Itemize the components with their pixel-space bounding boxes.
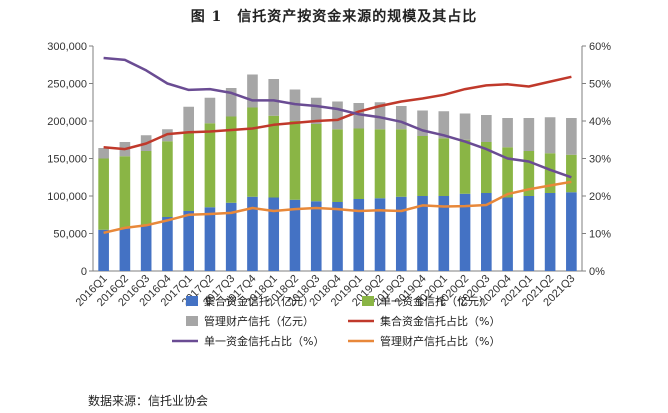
bar-single [374,129,386,199]
bar-collective [544,193,556,271]
chart: 0 50,000 100,000 150,000 200,000 250,000 300,0… [47,41,611,348]
bar-collective [481,193,492,271]
bar-property [438,111,450,139]
bar-property [183,106,194,133]
bar-single [544,153,556,193]
legend-swatch [362,296,374,306]
bar-single [119,156,131,228]
bar-collective [162,217,173,271]
line-collective-share [103,75,572,151]
bar-collective [119,227,131,271]
bar-collective [268,197,280,271]
lines [103,56,572,235]
bar-property [459,113,471,140]
bar-collective [332,202,343,271]
bar-collective [459,193,471,271]
bar-single [225,116,237,203]
bar-collective [98,229,109,271]
legend-swatch [186,296,198,306]
legend-label: 管理财产信托占比（%） [380,334,500,348]
tick-labels: 0 50,000 100,000 150,000 200,000 250,000 300,0… [47,41,611,309]
line-single-share [103,56,572,179]
bar-single [98,158,109,230]
legend: 集合资金信托（亿元） 单一资金信托（亿元） 管理财产信托（亿元） 集合资金信托占比（%… [172,294,500,348]
bar-single [438,138,450,196]
bar-property [247,74,258,108]
bar-property [98,148,109,159]
bar-collective [566,192,577,271]
bar-property [204,97,216,124]
legend-label: 单一资金信托（亿元） [380,294,490,308]
y-right-tick-label: 0% [589,266,605,278]
bar-property [310,97,322,124]
bar-collective [374,198,386,271]
y-left-tick-label: 250,000 [47,79,87,91]
bar-single [183,132,194,211]
bar-single [481,142,492,193]
y-right-tick-label: 50% [589,79,611,91]
bar-collective [225,202,237,271]
bar-property [225,88,237,117]
bar-property [502,118,513,148]
bar-single [523,151,535,196]
bar-single [459,139,471,194]
bar-property [268,79,280,116]
y-left-tick-label: 200,000 [47,116,87,128]
bar-collective [502,197,513,271]
bar-single [395,129,407,197]
bar-single [289,121,301,200]
bar-collective [353,199,365,271]
bar-property [395,106,407,130]
bar-single [310,124,322,202]
bar-collective [523,196,535,271]
bar-property [544,117,556,154]
bar-property [374,102,386,130]
bar-collective [204,207,216,271]
bar-single [417,136,428,196]
y-left-tick-label: 300,000 [47,41,87,53]
bars [98,74,577,271]
bar-property [566,118,577,155]
bar-collective [247,196,258,271]
bar-collective [417,196,428,271]
legend-label: 集合资金信托占比（%） [380,314,500,328]
bar-property [332,101,343,130]
legend-label: 集合资金信托（亿元） [204,294,314,308]
bar-single [566,154,577,193]
line-property-share [103,180,572,235]
legend-swatch [186,316,198,326]
bar-single [162,141,173,217]
bar-collective [438,196,450,271]
y-left-tick-label: 150,000 [47,154,87,166]
bar-single [353,128,365,199]
bar-collective [310,201,322,271]
source-note: 数据来源：信托业协会 [88,394,209,408]
bar-collective [183,211,194,271]
y-right-tick-label: 30% [589,154,611,166]
y-left-tick-label: 100,000 [47,191,87,203]
bar-collective [395,196,407,271]
y-left-tick-label: 0 [81,266,87,278]
bar-single [140,151,152,225]
y-right-tick-label: 20% [589,191,611,203]
bar-single [247,107,258,197]
legend-label: 管理财产信托（亿元） [204,314,314,328]
bar-property [417,110,428,136]
bar-property [481,115,492,142]
legend-label: 单一资金信托占比（%） [204,334,324,348]
bar-property [523,118,535,151]
y-right-tick-label: 10% [589,229,611,241]
bar-property [353,103,365,129]
y-right-tick-label: 60% [589,41,611,53]
y-right-tick-label: 40% [589,116,611,128]
bar-collective [289,199,301,271]
bar-single [268,115,280,198]
bar-single [204,123,216,208]
chart-title: 图 1 信托资产按资金来源的规模及其占比 [190,9,478,25]
bar-single [332,129,343,202]
bar-collective [140,224,152,271]
bar-single [502,147,513,198]
y-left-tick-label: 50,000 [53,229,87,241]
